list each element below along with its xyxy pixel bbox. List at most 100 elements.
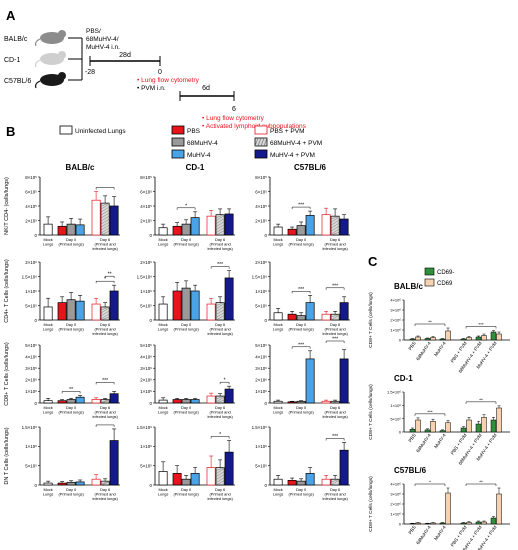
bar — [66, 299, 76, 321]
x-group-label: Lungs — [158, 242, 169, 247]
bar — [181, 223, 191, 236]
bar — [206, 303, 216, 321]
bar — [296, 315, 306, 321]
y-tick-label: 0 — [265, 401, 268, 406]
sig-bracket — [325, 287, 345, 290]
sig-mark: *** — [427, 409, 433, 414]
bar-hatch — [215, 215, 225, 221]
legend-hatch-mu_pvm — [257, 137, 262, 147]
x-group-label: (Primed lungs) — [173, 327, 199, 332]
y-tick-label: 1×10⁶ — [255, 444, 267, 449]
bar-cd69 — [415, 522, 421, 525]
panel-b-legend: Uninfected Lungs PBS 68MuHV-4 MuHV-4 PBS + P… — [59, 125, 322, 159]
bar-hatch — [215, 230, 225, 236]
bar — [339, 302, 349, 321]
bar-hatch — [330, 314, 340, 318]
y-tick-label: 0 — [150, 233, 153, 238]
x-group-label: Lungs — [273, 410, 284, 415]
x-group-label: Mock — [158, 487, 167, 492]
bar — [43, 223, 53, 236]
bar-cd69-neg — [409, 338, 416, 341]
x-group-label: infected lungs) — [322, 496, 348, 501]
legend-hatch-mu_pvm — [260, 137, 265, 147]
sig-bracket — [414, 323, 446, 326]
bar-hatch — [215, 471, 225, 477]
sig-mark: *** — [332, 283, 338, 289]
x-group-label: (Primed and — [209, 327, 230, 332]
bar — [339, 449, 349, 486]
x-group-label: (Primed and — [94, 410, 115, 415]
x-group-label: Day 0 — [66, 405, 77, 410]
bar — [158, 227, 168, 236]
y-tick-label: 0 — [150, 401, 153, 406]
x-group-label: Day 0 — [296, 405, 307, 410]
sig-bracket — [95, 382, 115, 385]
y-tick-label: 2×10⁶ — [390, 318, 401, 323]
bar — [321, 478, 331, 486]
x-group-label: Lungs — [273, 327, 284, 332]
bar-hatch — [330, 231, 340, 236]
bar — [206, 395, 216, 404]
x-group-label: Mock — [158, 322, 167, 327]
y-tick-label: 4×10⁶ — [390, 298, 401, 303]
column-title-1: CD-1 — [186, 163, 205, 172]
y-tick-label: 0 — [399, 430, 402, 435]
legend-swatch-uninfected — [59, 125, 73, 135]
sig-bracket — [291, 346, 311, 349]
column-title-0: BALB/c — [66, 163, 95, 172]
bar-hatch — [100, 399, 110, 403]
x-group-label: (Primed lungs) — [58, 327, 84, 332]
x-group-label: Mock — [273, 487, 282, 492]
y-tick-label: 1×10⁶ — [140, 289, 152, 294]
legend-label-muhv_pvm: MuHV-4 + PVM — [270, 152, 315, 159]
y-tick-label: 2×10⁵ — [25, 218, 37, 223]
bar-hatch — [215, 221, 225, 227]
y-tick-label: 1×10⁶ — [25, 444, 37, 449]
bar-cd69 — [481, 417, 487, 433]
bar — [43, 306, 53, 321]
sig-bracket — [414, 483, 446, 486]
x-group-label: (Primed lungs) — [288, 410, 314, 415]
y-tick-label: 0 — [35, 233, 38, 238]
bar-cd69-neg — [439, 430, 446, 433]
x-group-label: Day 6 — [215, 322, 225, 327]
y-tick-label: 2×10⁶ — [255, 260, 267, 265]
x-group-label: Day 0 — [181, 237, 192, 242]
panel-c-plot-0: BALB/c CD8+ T Cells (cells/lungs) 0 1×10⁶ 2×… — [368, 282, 510, 374]
y-tick-label: 6×10⁵ — [140, 189, 152, 194]
x-group-label: Day 0 — [296, 237, 307, 242]
x-group-label: (Primed and — [324, 492, 345, 497]
bar — [75, 224, 85, 236]
x-category-label: 68MuHV-4 — [415, 340, 432, 361]
bar — [190, 473, 200, 486]
bar-hatch — [215, 480, 225, 486]
x-group-label: Day 0 — [181, 322, 192, 327]
legend-swatch-pbs — [171, 125, 185, 135]
bar-hatch — [215, 467, 225, 471]
bar — [224, 213, 234, 236]
x-group-label: Day 0 — [66, 487, 77, 492]
bar-hatch — [330, 479, 340, 483]
bar-cd69-neg — [424, 523, 431, 525]
legend-label-mu_pvm: 68MuHV-4 + PVM — [270, 140, 322, 147]
bar — [66, 223, 76, 236]
bar — [296, 225, 306, 236]
x-group-label: Mock — [273, 405, 282, 410]
y-tick-label: 3×10⁶ — [255, 366, 267, 371]
y-tick-label: 1×10⁶ — [390, 328, 401, 333]
x-group-label: (Primed lungs) — [58, 492, 84, 497]
bar — [172, 399, 182, 404]
panel-b-label: B — [6, 124, 15, 139]
y-tick-label: 0 — [399, 522, 402, 527]
strain-label-balbc: BALB/c — [4, 36, 28, 43]
bar-cd69 — [445, 330, 451, 341]
sig-mark: ** — [108, 272, 112, 278]
bar-hatch — [330, 216, 340, 223]
bar-hatch — [100, 230, 110, 236]
y-tick-label: 0 — [265, 318, 268, 323]
y-tick-label: 1×10⁶ — [140, 389, 152, 394]
y-tick-label: 1×10⁶ — [390, 512, 401, 517]
panel-c-plot-1: CD-1 CD8+ T Cells (cells/lungs) 0 5×10⁵ 1×10… — [368, 374, 510, 466]
